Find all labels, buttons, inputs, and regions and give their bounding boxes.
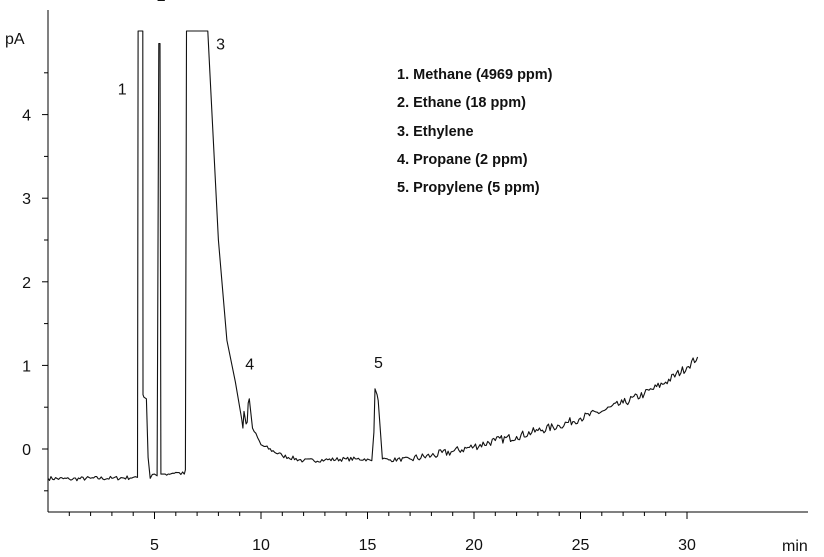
- peak-label-5: 5: [374, 355, 383, 372]
- x-tick-label: 5: [150, 537, 159, 554]
- x-axis: min 5 10 15 20 25 30: [48, 511, 808, 555]
- x-tick-label: 30: [678, 537, 696, 554]
- peak-label-4: 4: [245, 357, 254, 374]
- legend-entry-4: 4. Propane (2 ppm): [397, 152, 528, 168]
- y-tick-label: 1: [22, 358, 31, 375]
- legend-entry-5: 5. Propylene (5 ppm): [397, 180, 540, 196]
- y-tick-label: 2: [22, 275, 31, 292]
- peak-labels: 1 2 3 4 5: [118, 0, 383, 374]
- peak-label-2: 2: [157, 0, 166, 5]
- y-ticks: 0 1 2 3 4: [22, 72, 48, 492]
- peak-label-1: 1: [118, 82, 127, 99]
- x-axis-unit-label: min: [782, 538, 808, 555]
- y-tick-label: 3: [22, 191, 31, 208]
- y-axis: pA 0 1 2 3 4: [5, 10, 49, 512]
- x-tick-label: 15: [359, 537, 377, 554]
- y-tick-label: 0: [22, 442, 31, 459]
- x-tick-label: 10: [252, 537, 270, 554]
- peak-label-3: 3: [216, 36, 225, 53]
- legend: 1. Methane (4969 ppm) 2. Ethane (18 ppm)…: [397, 67, 553, 196]
- chromatogram-trace: [47, 30, 699, 482]
- x-tick-label: 20: [465, 537, 483, 554]
- legend-entry-1: 1. Methane (4969 ppm): [397, 67, 553, 83]
- legend-entry-3: 3. Ethylene: [397, 124, 474, 140]
- x-ticks: 5 10 15 20 25 30: [68, 512, 696, 554]
- x-tick-label: 25: [572, 537, 590, 554]
- y-axis-unit-label: pA: [5, 31, 25, 48]
- legend-entry-2: 2. Ethane (18 ppm): [397, 95, 526, 111]
- y-tick-label: 4: [22, 108, 31, 125]
